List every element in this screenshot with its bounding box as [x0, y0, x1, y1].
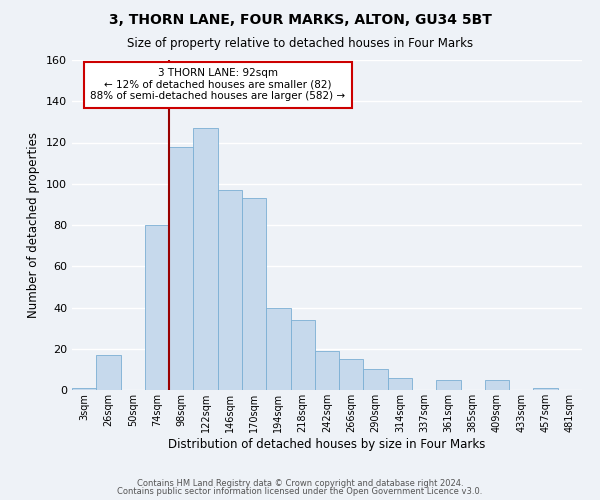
Text: 3 THORN LANE: 92sqm
← 12% of detached houses are smaller (82)
88% of semi-detach: 3 THORN LANE: 92sqm ← 12% of detached ho…	[90, 68, 345, 102]
Bar	[533, 388, 558, 390]
Text: Size of property relative to detached houses in Four Marks: Size of property relative to detached ho…	[127, 38, 473, 51]
X-axis label: Distribution of detached houses by size in Four Marks: Distribution of detached houses by size …	[169, 438, 485, 450]
Text: 3, THORN LANE, FOUR MARKS, ALTON, GU34 5BT: 3, THORN LANE, FOUR MARKS, ALTON, GU34 5…	[109, 12, 491, 26]
Y-axis label: Number of detached properties: Number of detached properties	[28, 132, 40, 318]
Text: Contains public sector information licensed under the Open Government Licence v3: Contains public sector information licen…	[118, 487, 482, 496]
Bar	[218, 190, 242, 390]
Bar	[315, 351, 339, 390]
Bar	[242, 198, 266, 390]
Text: Contains HM Land Registry data © Crown copyright and database right 2024.: Contains HM Land Registry data © Crown c…	[137, 478, 463, 488]
Bar	[290, 320, 315, 390]
Bar	[266, 308, 290, 390]
Bar	[145, 225, 169, 390]
Bar	[193, 128, 218, 390]
Bar	[436, 380, 461, 390]
Bar	[72, 388, 96, 390]
Bar	[96, 355, 121, 390]
Bar	[388, 378, 412, 390]
Bar	[169, 146, 193, 390]
Bar	[485, 380, 509, 390]
Bar	[339, 359, 364, 390]
Bar	[364, 370, 388, 390]
